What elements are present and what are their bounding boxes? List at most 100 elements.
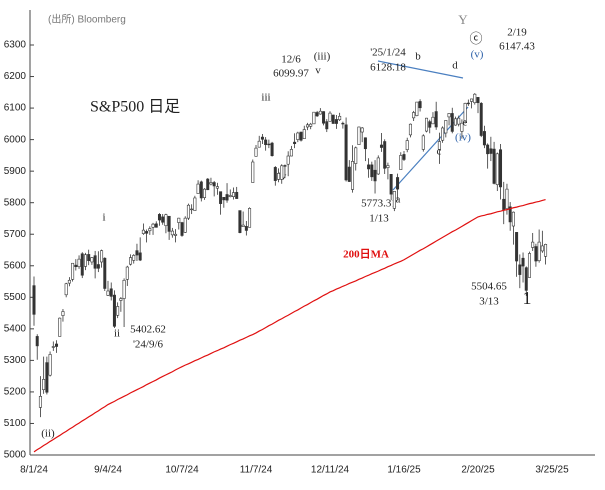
candle-body <box>351 161 355 190</box>
candle-body <box>119 298 123 301</box>
candle-body <box>527 253 531 278</box>
x-tick-label: 12/11/24 <box>311 465 350 476</box>
candle-body <box>338 115 342 121</box>
candle-body <box>55 343 59 347</box>
candle-body <box>521 257 525 267</box>
candle-body <box>177 217 181 223</box>
candle-body <box>434 111 438 128</box>
wave-label: ⓒ <box>469 31 482 46</box>
candle-body <box>460 122 464 132</box>
candle-body <box>109 288 113 297</box>
candle-body <box>315 112 319 117</box>
y-tick-label: 6000 <box>4 134 27 145</box>
candle-body <box>241 224 245 227</box>
candle-body <box>524 267 528 291</box>
candle-body <box>305 124 309 128</box>
candle-body <box>396 177 400 190</box>
wave-label: (iii) <box>314 51 331 63</box>
chart-title: S&P500 日足 <box>90 99 180 116</box>
candle-body <box>138 252 142 261</box>
y-tick-label: 5200 <box>4 387 27 398</box>
candle-body <box>286 155 290 165</box>
candle-body <box>32 285 36 315</box>
candle-body <box>64 283 68 296</box>
candle-body <box>203 188 207 198</box>
candle-body <box>180 222 184 236</box>
annotation: 5402.62 <box>130 324 166 336</box>
candle-body <box>486 144 490 155</box>
candle-body <box>405 140 409 151</box>
candle-body <box>148 228 152 232</box>
candle-body <box>270 142 274 156</box>
annotation: 12/6 <box>281 54 301 66</box>
candle-body <box>447 113 451 118</box>
candle-body <box>264 139 268 145</box>
candle-body <box>334 119 338 124</box>
x-tick-label: 1/16/25 <box>387 465 421 476</box>
candle-body <box>418 101 422 109</box>
wave-label: (iv) <box>455 132 471 144</box>
candle-body <box>425 117 429 132</box>
candle-body <box>190 208 194 211</box>
candle-body <box>244 226 248 231</box>
y-tick-label: 5100 <box>4 418 27 429</box>
candle-body <box>87 254 91 262</box>
candle-body <box>354 147 358 164</box>
candle-body <box>383 141 387 169</box>
candle-body <box>125 266 129 280</box>
candle-body <box>106 290 110 296</box>
candle-body <box>74 264 78 268</box>
x-tick-label: 3/25/25 <box>535 465 569 476</box>
candle-body <box>161 216 165 223</box>
y-tick-label: 5800 <box>4 197 27 208</box>
candle-body <box>254 147 258 157</box>
candle-body <box>267 143 271 146</box>
candle-body <box>222 197 226 201</box>
candle-body <box>534 246 538 262</box>
candle-body <box>273 167 277 181</box>
candle-body <box>492 148 496 184</box>
candle-body <box>502 198 506 210</box>
candle-body <box>421 135 425 150</box>
candle-body <box>96 264 100 269</box>
candle-body <box>61 311 65 316</box>
y-tick-label: 5400 <box>4 323 27 334</box>
annotation: 5773.31 <box>361 198 397 210</box>
x-tick-label: 8/1/24 <box>20 465 48 476</box>
trend-line <box>377 60 464 79</box>
wave-label: 1 <box>523 288 532 308</box>
y-tick-label: 5500 <box>4 292 27 303</box>
annotation: 6147.43 <box>499 41 535 53</box>
candle-body <box>231 192 235 198</box>
source: (出所) Bloomberg <box>48 13 126 26</box>
annotation: 5504.65 <box>471 281 507 293</box>
candle-body <box>151 223 155 228</box>
candle-body <box>280 165 284 180</box>
y-tick-label: 5600 <box>4 260 27 271</box>
candle-body <box>344 124 348 181</box>
candle-body <box>299 131 303 141</box>
candle-body <box>444 120 448 134</box>
candle-body <box>67 279 71 284</box>
candle-body <box>482 131 486 146</box>
annotation: 3/13 <box>479 296 499 308</box>
candle-body <box>116 306 120 316</box>
candle-body <box>463 103 467 121</box>
candle-body <box>293 141 297 145</box>
x-tick-label: 11/7/24 <box>240 465 273 476</box>
wave-label: (v) <box>471 49 484 61</box>
candle-body <box>257 140 261 148</box>
candle-body <box>331 114 335 124</box>
candle-body <box>51 346 55 348</box>
candle-body <box>196 183 200 194</box>
candle-body <box>83 254 87 267</box>
candle-body <box>408 123 412 136</box>
wave-label: v <box>315 65 321 77</box>
candle-body <box>389 174 393 195</box>
candle-body <box>141 229 145 234</box>
wave-label: (ii) <box>41 428 55 440</box>
candle-body <box>431 116 435 125</box>
candle-body <box>531 241 535 248</box>
candle-body <box>495 153 499 186</box>
candle-body <box>325 121 329 130</box>
